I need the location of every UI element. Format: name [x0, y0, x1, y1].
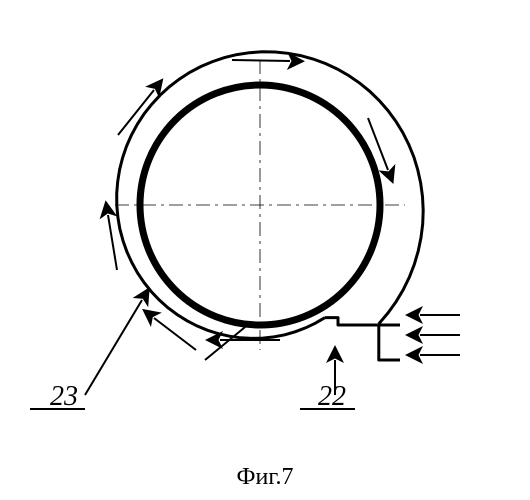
- inlet-duct: [325, 318, 400, 360]
- leader-23: 23: [30, 300, 142, 412]
- volute-cross-section: 23 22: [0, 0, 530, 460]
- figure-caption: Фиг.7: [0, 464, 530, 491]
- center-lines: [115, 60, 405, 350]
- label-22: 22: [318, 381, 346, 412]
- inlet-arrows: [420, 315, 460, 355]
- label-23: 23: [50, 381, 78, 412]
- leader-22: 22: [300, 360, 355, 412]
